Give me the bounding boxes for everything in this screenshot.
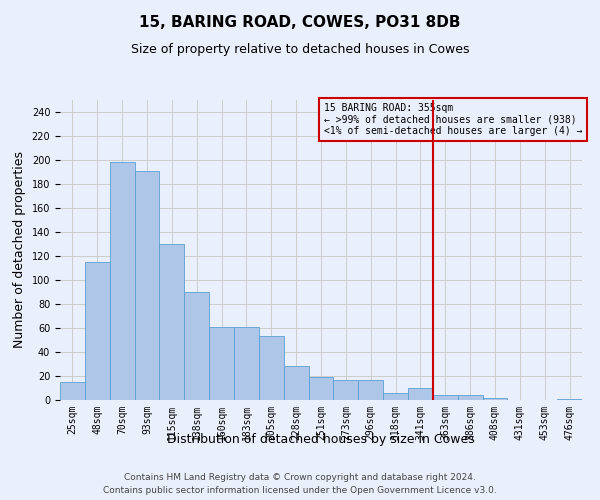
Text: Size of property relative to detached houses in Cowes: Size of property relative to detached ho… (131, 42, 469, 56)
Bar (358, 380, 383, 400)
Bar (383, 393, 408, 400)
Text: 15, BARING ROAD, COWES, PO31 8DB: 15, BARING ROAD, COWES, PO31 8DB (139, 15, 461, 30)
Bar (85, 262, 110, 400)
Text: 15 BARING ROAD: 355sqm
← >99% of detached houses are smaller (938)
<1% of semi-d: 15 BARING ROAD: 355sqm ← >99% of detache… (323, 103, 582, 136)
Bar (110, 162, 134, 400)
Y-axis label: Number of detached properties: Number of detached properties (13, 152, 26, 348)
Bar (408, 388, 433, 400)
Bar (433, 395, 458, 400)
Bar (482, 398, 508, 400)
Bar (60, 382, 85, 400)
Bar (284, 366, 308, 400)
Bar (234, 327, 259, 400)
Bar (184, 292, 209, 400)
Bar (557, 399, 582, 400)
Bar (160, 244, 184, 400)
Bar (458, 395, 482, 400)
Bar (308, 377, 334, 400)
Bar (259, 336, 284, 400)
Text: Distribution of detached houses by size in Cowes: Distribution of detached houses by size … (167, 432, 475, 446)
Bar (334, 380, 358, 400)
Bar (134, 171, 160, 400)
Bar (209, 327, 234, 400)
Text: Contains HM Land Registry data © Crown copyright and database right 2024.
Contai: Contains HM Land Registry data © Crown c… (103, 473, 497, 495)
